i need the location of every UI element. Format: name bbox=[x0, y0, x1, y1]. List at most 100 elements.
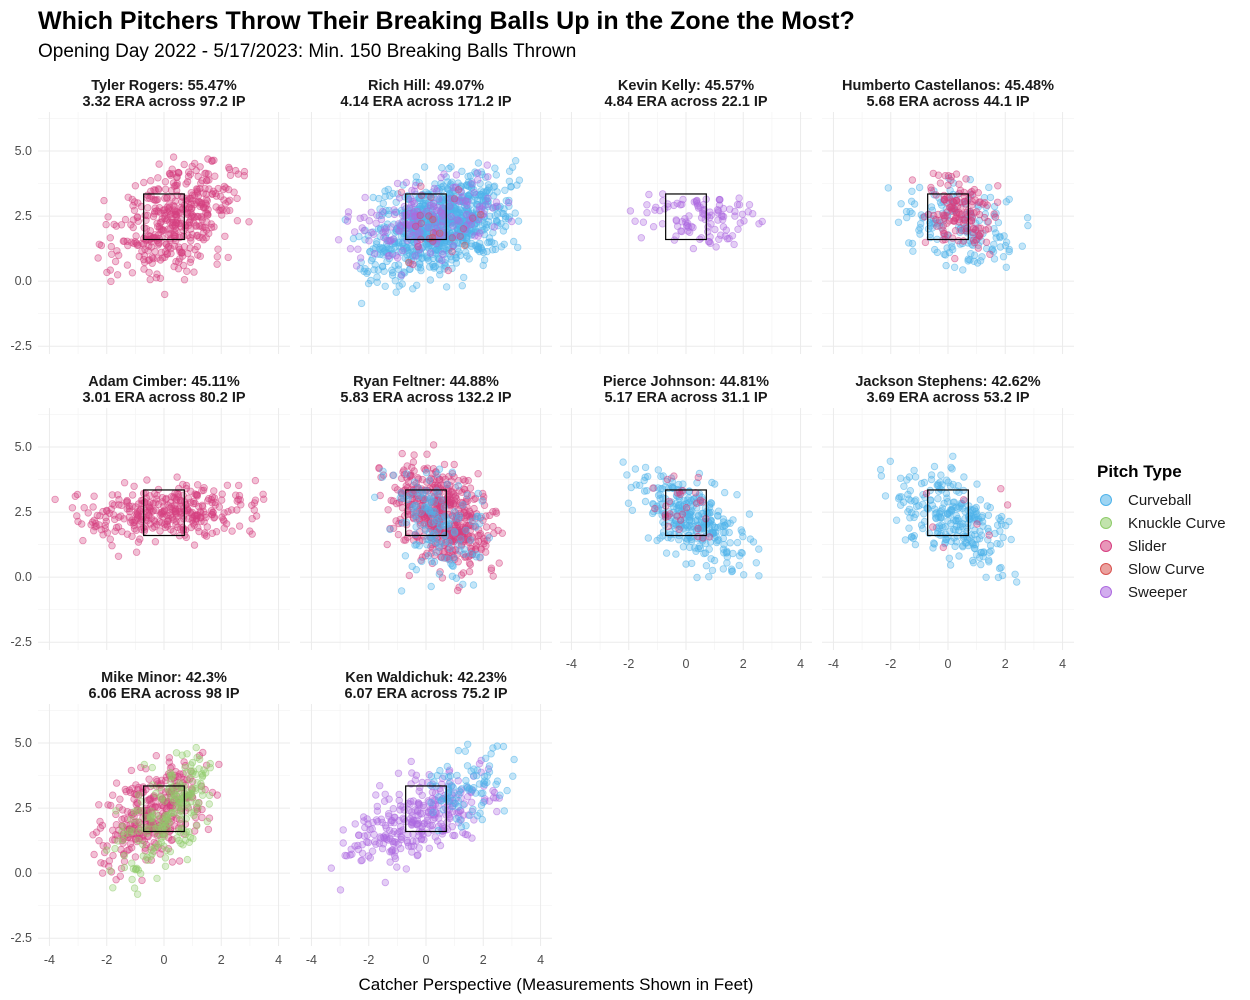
pitch-point bbox=[215, 760, 223, 769]
pitch-point bbox=[131, 853, 140, 861]
pitch-point bbox=[641, 497, 650, 506]
pitch-point bbox=[192, 743, 200, 752]
pitch-point bbox=[429, 808, 437, 816]
pitch-point bbox=[986, 250, 994, 258]
pitch-point bbox=[195, 198, 204, 206]
pitch-point bbox=[429, 260, 437, 269]
pitch-point bbox=[505, 213, 514, 221]
pitch-point bbox=[429, 441, 438, 449]
pitch-point bbox=[450, 460, 458, 469]
pitch-point bbox=[349, 234, 358, 243]
x-tick-label: -2 bbox=[623, 657, 634, 671]
pitch-point bbox=[172, 212, 180, 221]
pitch-point bbox=[165, 201, 173, 209]
pitch-point bbox=[100, 860, 108, 868]
pitch-point bbox=[933, 222, 941, 230]
pitch-point bbox=[977, 560, 985, 569]
pitch-point bbox=[639, 218, 648, 226]
pitch-point bbox=[448, 234, 456, 242]
pitch-point bbox=[174, 265, 183, 273]
pitch-point bbox=[389, 189, 397, 198]
pitch-point bbox=[217, 211, 226, 219]
pitch-point bbox=[480, 256, 489, 264]
pitch-point bbox=[204, 211, 212, 219]
pitch-point bbox=[378, 262, 387, 271]
pitch-point bbox=[704, 223, 712, 231]
pitch-point bbox=[505, 177, 514, 185]
pitch-point bbox=[712, 243, 720, 251]
y-tick-label: -2.5 bbox=[10, 339, 32, 353]
pitch-point bbox=[220, 524, 228, 532]
pitch-point bbox=[382, 835, 391, 843]
pitch-point bbox=[1024, 221, 1032, 230]
pitch-point bbox=[106, 801, 115, 810]
pitch-point bbox=[402, 865, 410, 873]
pitch-point bbox=[1023, 213, 1032, 222]
legend-key bbox=[1100, 540, 1112, 552]
pitch-point bbox=[140, 265, 148, 273]
pitch-point bbox=[205, 800, 213, 808]
pitch-point bbox=[408, 186, 416, 195]
pitch-point bbox=[485, 534, 493, 542]
pitch-point bbox=[469, 214, 477, 222]
pitch-point bbox=[160, 502, 168, 510]
pitch-point bbox=[187, 194, 195, 203]
pitch-point bbox=[437, 496, 446, 504]
pitch-point bbox=[358, 841, 366, 849]
pitch-point bbox=[373, 807, 382, 815]
pitch-point bbox=[196, 163, 204, 171]
pitch-point bbox=[189, 519, 197, 527]
pitch-point bbox=[501, 222, 510, 231]
pitch-point bbox=[489, 787, 497, 795]
pitch-point bbox=[414, 807, 422, 816]
pitch-point bbox=[640, 487, 649, 495]
pitch-point bbox=[351, 820, 359, 828]
pitch-point bbox=[161, 177, 170, 186]
pitch-point bbox=[731, 207, 739, 216]
pitch-point bbox=[339, 839, 347, 847]
pitch-point bbox=[365, 217, 373, 225]
pitch-point bbox=[710, 556, 719, 565]
pitch-point bbox=[230, 188, 238, 196]
pitch-point bbox=[162, 495, 170, 504]
pitch-point bbox=[940, 499, 948, 508]
pitch-point bbox=[951, 542, 959, 551]
pitch-point bbox=[106, 234, 114, 242]
pitch-point bbox=[112, 779, 121, 787]
pitch-point bbox=[138, 876, 146, 885]
pitch-point bbox=[458, 282, 466, 290]
pitch-point bbox=[171, 232, 179, 240]
legend-title: Pitch Type bbox=[1097, 462, 1182, 481]
pitch-point bbox=[372, 816, 381, 824]
panel-subtitle: 4.84 ERA across 22.1 IP bbox=[604, 94, 767, 110]
pitch-point bbox=[190, 541, 199, 549]
pitch-point bbox=[467, 239, 476, 248]
pitch-point bbox=[500, 807, 508, 815]
x-tick-label: -4 bbox=[306, 953, 317, 967]
legend-label: Sweeper bbox=[1128, 584, 1187, 601]
pitch-point bbox=[233, 194, 241, 203]
pitch-point bbox=[161, 523, 170, 532]
panel-title: Tyler Rogers: 55.47% bbox=[91, 78, 237, 94]
pitch-point bbox=[218, 513, 226, 521]
pitch-point bbox=[144, 256, 153, 265]
x-tick-label: -4 bbox=[566, 657, 577, 671]
pitch-point bbox=[397, 587, 406, 595]
pitch-point bbox=[387, 223, 395, 231]
pitch-point bbox=[492, 780, 500, 788]
pitch-point bbox=[995, 564, 1004, 573]
pitch-point bbox=[192, 221, 200, 229]
pitch-point bbox=[180, 160, 188, 169]
pitch-point bbox=[463, 831, 472, 839]
pitch-point bbox=[396, 823, 405, 831]
pitch-point bbox=[130, 482, 138, 490]
pitch-point bbox=[651, 504, 659, 513]
pitch-point bbox=[417, 191, 426, 199]
pitch-point bbox=[909, 247, 917, 255]
pitch-point bbox=[719, 565, 727, 573]
pitch-point bbox=[334, 236, 343, 244]
pitch-point bbox=[173, 179, 181, 188]
pitch-point bbox=[402, 178, 410, 187]
pitch-point bbox=[170, 242, 179, 250]
pitch-point bbox=[233, 216, 242, 225]
